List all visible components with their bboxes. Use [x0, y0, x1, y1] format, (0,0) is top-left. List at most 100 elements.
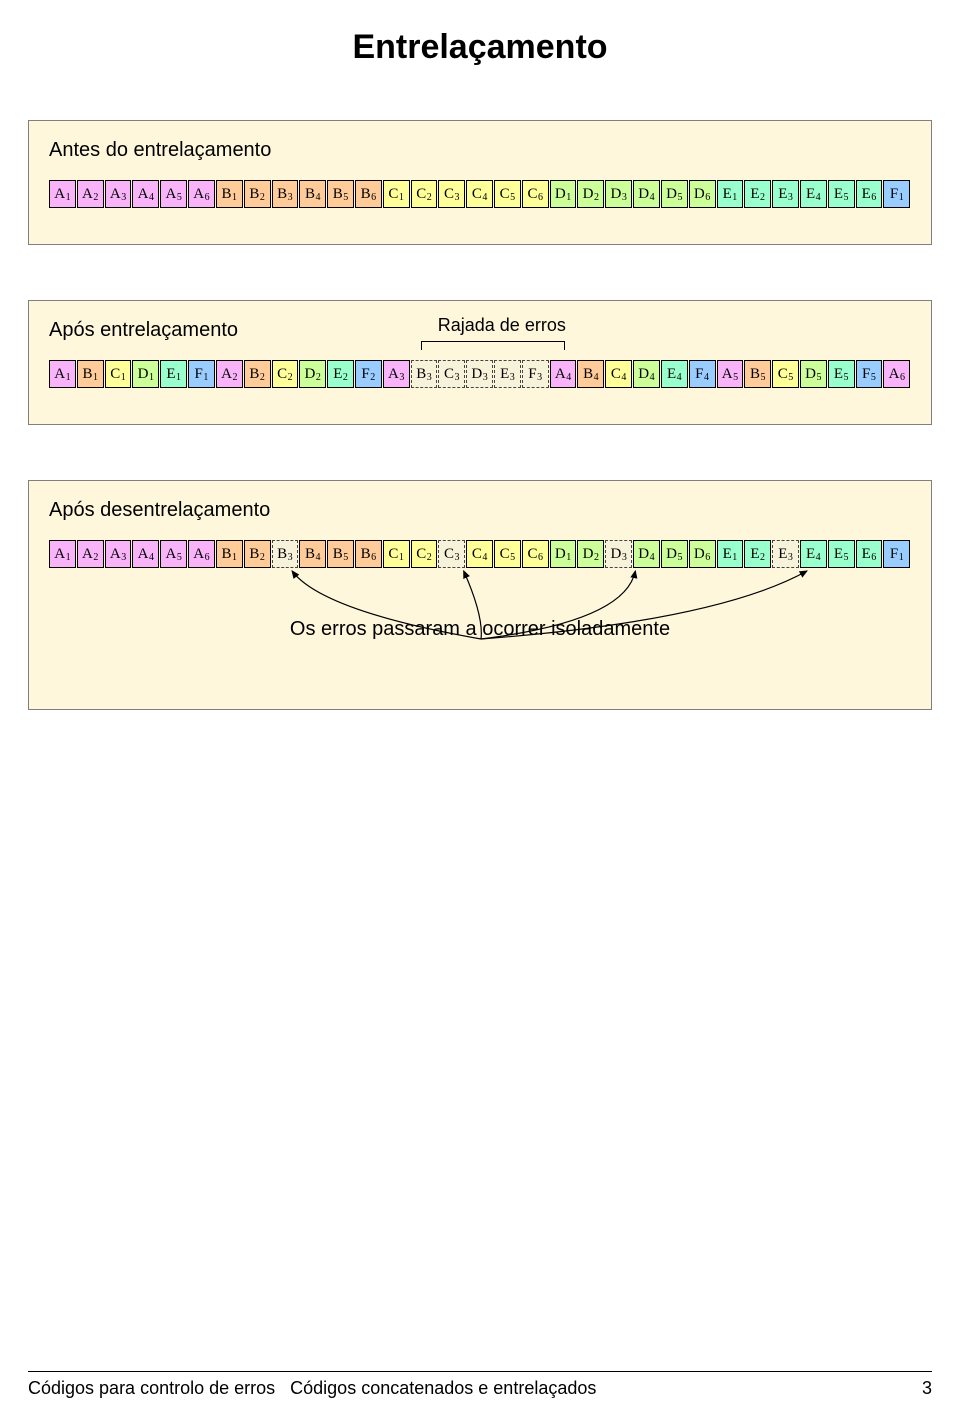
cell-B3: B3	[272, 180, 299, 208]
cell-B4: B4	[299, 540, 326, 568]
cell-B6: B6	[355, 180, 382, 208]
cell-C2: C2	[411, 180, 438, 208]
cell-A2: A2	[77, 180, 104, 208]
cell-D4: D4	[633, 360, 660, 388]
cell-C4: C4	[466, 540, 493, 568]
cell-A3: A3	[105, 540, 132, 568]
cell-E5: E5	[828, 180, 855, 208]
cell-A2: A2	[216, 360, 243, 388]
cell-C3: C3	[438, 360, 465, 388]
row-before: A1A2A3A4A5A6B1B2B3B4B5B6C1C2C3C4C5C6D1D2…	[49, 180, 911, 208]
cell-C2: C2	[411, 540, 438, 568]
cell-C3: C3	[438, 540, 465, 568]
cell-B5: B5	[744, 360, 771, 388]
cell-E5: E5	[828, 540, 855, 568]
cell-A5: A5	[160, 540, 187, 568]
cell-A4: A4	[132, 180, 159, 208]
cell-E2: E2	[327, 360, 354, 388]
cell-D2: D2	[577, 540, 604, 568]
cell-B1: B1	[216, 180, 243, 208]
cell-A4: A4	[132, 540, 159, 568]
cell-C6: C6	[522, 540, 549, 568]
cell-D3: D3	[605, 540, 632, 568]
cell-B3: B3	[272, 540, 299, 568]
section-title-before: Antes do entrelaçamento	[49, 139, 911, 162]
cell-E1: E1	[717, 540, 744, 568]
cell-A6: A6	[188, 180, 215, 208]
cell-D1: D1	[550, 540, 577, 568]
cell-A1: A1	[49, 180, 76, 208]
cell-B2: B2	[244, 360, 271, 388]
row-after: A1B1C1D1E1F1A2B2C2D2E2F2A3B3C3D3E3F3A4B4…	[49, 360, 911, 388]
cell-F1: F1	[188, 360, 215, 388]
cell-E3: E3	[772, 540, 799, 568]
cell-B6: B6	[355, 540, 382, 568]
cell-A2: A2	[77, 540, 104, 568]
panel-after-interleaving: Após entrelaçamento Rajada de erros A1B1…	[28, 300, 932, 425]
cell-D5: D5	[800, 360, 827, 388]
cell-A1: A1	[49, 360, 76, 388]
cell-F1: F1	[883, 540, 910, 568]
cell-D6: D6	[689, 180, 716, 208]
cell-A5: A5	[160, 180, 187, 208]
burst-errors-label: Rajada de erros	[422, 315, 582, 336]
cell-E3: E3	[494, 360, 521, 388]
cell-A3: A3	[105, 180, 132, 208]
cell-A1: A1	[49, 540, 76, 568]
cell-E6: E6	[856, 180, 883, 208]
cell-E3: E3	[772, 180, 799, 208]
cell-D1: D1	[550, 180, 577, 208]
cell-F1: F1	[883, 180, 910, 208]
cell-D3: D3	[466, 360, 493, 388]
cell-B4: B4	[577, 360, 604, 388]
cell-F3: F3	[522, 360, 549, 388]
cell-E1: E1	[160, 360, 187, 388]
cell-E4: E4	[800, 180, 827, 208]
cell-D5: D5	[661, 180, 688, 208]
cell-F5: F5	[856, 360, 883, 388]
cell-B2: B2	[244, 180, 271, 208]
cell-E1: E1	[717, 180, 744, 208]
cell-E5: E5	[828, 360, 855, 388]
cell-B4: B4	[299, 180, 326, 208]
section-title-deinter: Após desentrelaçamento	[49, 499, 911, 522]
cell-C1: C1	[383, 180, 410, 208]
cell-E6: E6	[856, 540, 883, 568]
row-deinter: A1A2A3A4A5A6B1B2B3B4B5B6C1C2C3C4C5C6D1D2…	[49, 540, 911, 568]
cell-B1: B1	[216, 540, 243, 568]
cell-E4: E4	[661, 360, 688, 388]
cell-D2: D2	[577, 180, 604, 208]
cell-E2: E2	[744, 180, 771, 208]
cell-D3: D3	[605, 180, 632, 208]
cell-A6: A6	[188, 540, 215, 568]
cell-C4: C4	[605, 360, 632, 388]
cell-D4: D4	[633, 180, 660, 208]
burst-bracket-icon	[421, 341, 565, 350]
cell-D1: D1	[132, 360, 159, 388]
caption-isolated-errors: Os erros passaram a ocorrer isoladamente	[49, 618, 911, 641]
footer: Códigos para controlo de erros Códigos c…	[28, 1371, 932, 1399]
cell-A5: A5	[717, 360, 744, 388]
cell-F4: F4	[689, 360, 716, 388]
cell-E2: E2	[744, 540, 771, 568]
cell-D4: D4	[633, 540, 660, 568]
cell-B3: B3	[411, 360, 438, 388]
cell-C1: C1	[383, 540, 410, 568]
cell-A6: A6	[883, 360, 910, 388]
cell-F2: F2	[355, 360, 382, 388]
cell-C1: C1	[105, 360, 132, 388]
panel-before-interleaving: Antes do entrelaçamento A1A2A3A4A5A6B1B2…	[28, 120, 932, 245]
cell-E4: E4	[800, 540, 827, 568]
cell-D2: D2	[299, 360, 326, 388]
cell-A3: A3	[383, 360, 410, 388]
cell-B1: B1	[77, 360, 104, 388]
panel-after-deinterleaving: Após desentrelaçamento A1A2A3A4A5A6B1B2B…	[28, 480, 932, 710]
cell-A4: A4	[550, 360, 577, 388]
cell-C5: C5	[494, 180, 521, 208]
footer-left: Códigos para controlo de erros Códigos c…	[28, 1378, 596, 1399]
cell-D6: D6	[689, 540, 716, 568]
cell-B5: B5	[327, 540, 354, 568]
footer-page-number: 3	[922, 1378, 932, 1399]
cell-C2: C2	[272, 360, 299, 388]
cell-C5: C5	[494, 540, 521, 568]
